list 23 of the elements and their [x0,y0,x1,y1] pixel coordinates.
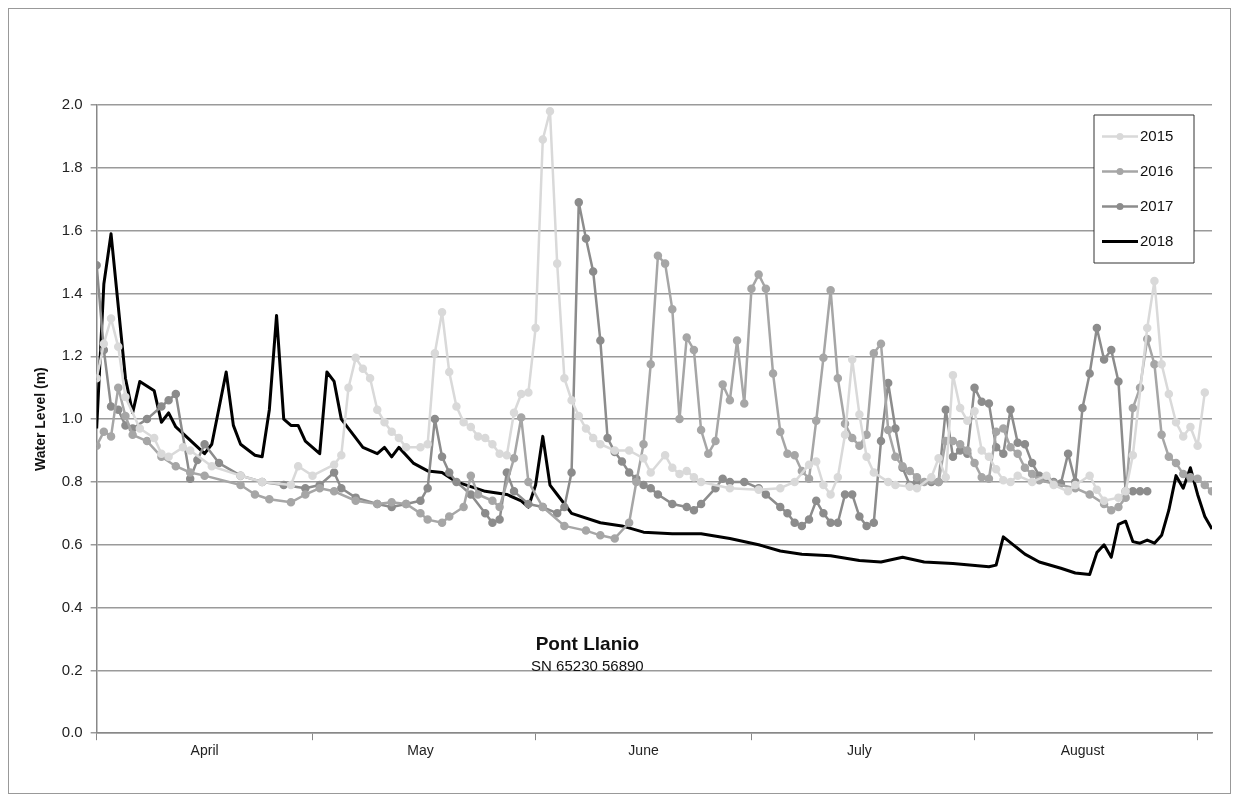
x-tick-label: April [190,742,219,759]
y-tick-label: 1.2 [61,346,83,364]
y-tick-label: 0.0 [61,723,83,741]
y-tick-label: 0.8 [61,472,83,490]
y-tick-label: 0.4 [61,597,83,615]
y-axis-title: Water Level (m) [32,367,49,471]
y-tick-label: 0.6 [61,534,83,552]
y-tick-label: 1.0 [61,409,83,427]
legend-label: 2015 [1140,126,1174,144]
x-tick-label: August [1060,742,1105,759]
y-tick-label: 1.8 [61,157,83,175]
y-tick-label: 0.2 [61,660,83,678]
legend-label: 2018 [1140,231,1174,249]
y-tick-label: 1.6 [61,220,83,238]
x-tick-label: July [846,742,872,759]
y-tick-label: 2.0 [61,95,83,113]
annotation: Pont Llanio [535,633,640,655]
x-tick-label: June [628,742,659,759]
legend-label: 2017 [1140,196,1174,214]
y-tick-label: 1.4 [61,283,83,301]
x-tick-label: May [407,742,434,759]
annotation: SN 65230 56890 [531,657,644,675]
legend-label: 2016 [1140,161,1174,179]
